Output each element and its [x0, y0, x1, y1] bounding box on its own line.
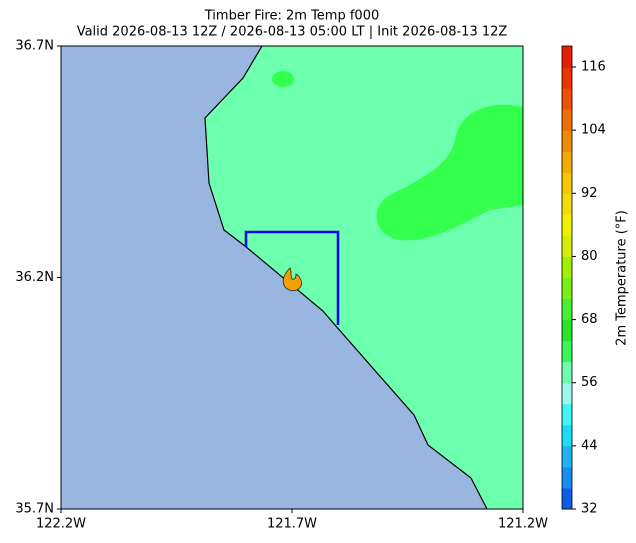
y-tick-label: 35.7N — [15, 502, 54, 517]
title: Timber Fire: 2m Temp f000 — [204, 9, 380, 24]
y-tick-label: 36.7N — [15, 39, 54, 54]
colorbar-band — [562, 214, 572, 236]
colorbar-band — [562, 445, 572, 468]
colorbar-label: 2m Temperature (°F) — [615, 210, 630, 346]
colorbar-band — [562, 466, 572, 489]
colorbar-band — [562, 340, 572, 363]
colorbar-band — [562, 298, 572, 321]
warm-patch — [376, 104, 523, 241]
colorbar-band — [562, 235, 572, 257]
colorbar-tick-label: 32 — [581, 502, 598, 517]
colorbar-band — [562, 487, 572, 510]
colorbar-tick-label: 44 — [581, 438, 598, 453]
colorbar-frame — [561, 45, 573, 510]
x-tick-label: 121.7W — [267, 517, 317, 532]
colorbar-band — [562, 277, 572, 300]
colorbar-band — [562, 424, 572, 447]
colorbar-tick-label: 116 — [581, 60, 606, 75]
fire-box — [244, 230, 340, 325]
colorbar-band — [562, 403, 572, 426]
colorbar-tick-label: 80 — [581, 249, 598, 264]
colorbar-tick-label: 56 — [581, 375, 598, 390]
x-tick-label: 122.2W — [36, 517, 86, 532]
colorbar-band — [562, 319, 572, 342]
colorbar-tick-label: 68 — [581, 312, 598, 327]
colorbar-band — [562, 151, 572, 173]
colorbar-tick-label: 104 — [581, 123, 606, 138]
colorbar-band — [562, 361, 572, 384]
colorbar-band — [562, 256, 572, 278]
colorbar-band — [562, 109, 572, 131]
colorbar-band — [562, 382, 572, 405]
x-tick-label: 121.2W — [498, 517, 548, 532]
warm-patch — [272, 71, 294, 87]
colorbar-band — [562, 46, 572, 68]
colorbar-band — [562, 193, 572, 215]
colorbar-band — [562, 130, 572, 152]
colorbar-band — [562, 88, 572, 110]
subtitle: Valid 2026-08-13 12Z / 2026-08-13 05:00 … — [77, 25, 508, 40]
y-tick-label: 36.2N — [15, 270, 54, 285]
fire-icon — [282, 267, 302, 292]
colorbar-tick-label: 92 — [581, 186, 598, 201]
colorbar-band — [562, 67, 572, 89]
colorbar-band — [562, 172, 572, 194]
